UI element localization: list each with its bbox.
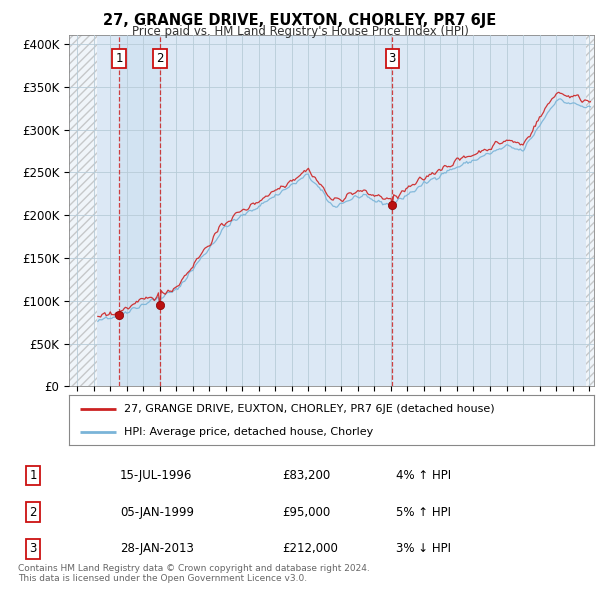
Text: 15-JUL-1996: 15-JUL-1996	[120, 469, 193, 482]
Text: 3% ↓ HPI: 3% ↓ HPI	[396, 542, 451, 555]
Text: 3: 3	[29, 542, 37, 555]
Text: Contains HM Land Registry data © Crown copyright and database right 2024.
This d: Contains HM Land Registry data © Crown c…	[18, 563, 370, 583]
Text: 05-JAN-1999: 05-JAN-1999	[120, 506, 194, 519]
Text: £83,200: £83,200	[282, 469, 330, 482]
Bar	[119, 35, 160, 386]
Text: 27, GRANGE DRIVE, EUXTON, CHORLEY, PR7 6JE (detached house): 27, GRANGE DRIVE, EUXTON, CHORLEY, PR7 6…	[124, 404, 495, 414]
Text: 1: 1	[115, 52, 123, 65]
Text: HPI: Average price, detached house, Chorley: HPI: Average price, detached house, Chor…	[124, 427, 373, 437]
Text: £212,000: £212,000	[282, 542, 338, 555]
Text: 1: 1	[29, 469, 37, 482]
Bar	[69, 35, 97, 386]
Text: 2: 2	[29, 506, 37, 519]
Text: 27, GRANGE DRIVE, EUXTON, CHORLEY, PR7 6JE: 27, GRANGE DRIVE, EUXTON, CHORLEY, PR7 6…	[103, 13, 497, 28]
Text: 3: 3	[389, 52, 396, 65]
Text: £95,000: £95,000	[282, 506, 330, 519]
Text: 4% ↑ HPI: 4% ↑ HPI	[396, 469, 451, 482]
Bar	[586, 35, 594, 386]
Text: 28-JAN-2013: 28-JAN-2013	[120, 542, 194, 555]
Text: Price paid vs. HM Land Registry's House Price Index (HPI): Price paid vs. HM Land Registry's House …	[131, 25, 469, 38]
Bar	[69, 35, 97, 386]
Text: 5% ↑ HPI: 5% ↑ HPI	[396, 506, 451, 519]
Text: 2: 2	[157, 52, 164, 65]
